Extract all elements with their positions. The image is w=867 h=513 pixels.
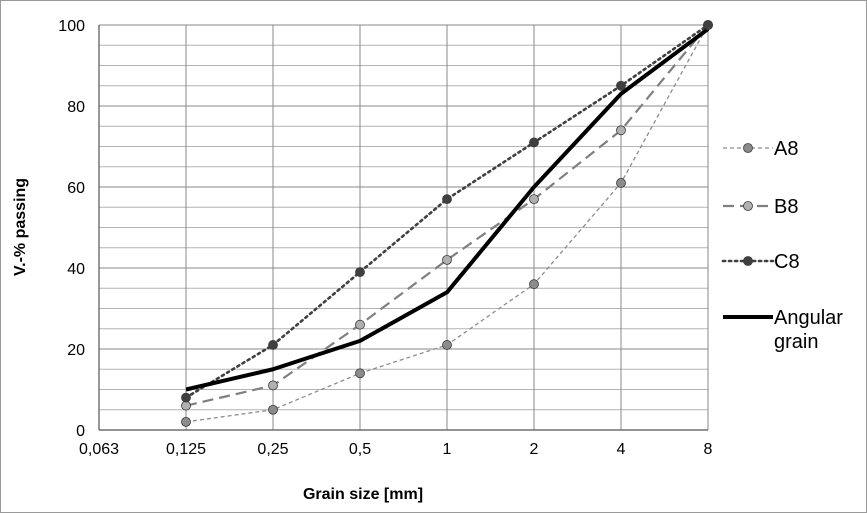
y-tick-label: 40 [67,261,85,278]
minor-gridlines [99,44,708,411]
y-tick-label: 0 [76,423,85,440]
legend-item-a8: A8 [723,138,798,160]
x-tick-label: 0,25 [257,441,288,458]
x-tick-label: 0,063 [79,441,119,458]
legend-label-a8: A8 [774,138,798,160]
data-point-c8 [703,20,713,30]
data-point-b8 [616,125,626,136]
x-tick-label: 0,5 [349,441,371,458]
data-point-c8 [181,392,191,403]
x-tick-labels: 0,063 0,125 0,25 0,5 1 2 4 8 [79,441,713,458]
data-point-a8 [442,340,452,350]
data-point-c8 [529,137,539,148]
x-tick-label: 8 [704,441,713,458]
x-tick-label: 4 [617,441,626,458]
legend-label-c8: C8 [774,251,800,273]
y-tick-label: 100 [58,18,85,35]
data-point-b8 [181,400,191,411]
data-point-b8 [355,319,365,330]
legend-marker-a8 [743,143,753,153]
legend: A8 B8 C8 Angular grain [721,138,843,353]
data-point-a8 [355,368,365,379]
data-point-b8 [529,194,539,205]
data-point-a8 [529,279,539,290]
y-tick-label: 20 [67,342,85,359]
y-tick-label: 60 [67,180,85,197]
data-point-c8 [268,340,278,350]
data-point-a8 [268,404,278,415]
legend-marker-c8 [743,256,753,266]
x-tick-label: 1 [443,441,452,458]
x-axis-title: Grain size [mm] [303,486,423,503]
plot-frame [98,25,708,431]
y-tick-labels: 0 20 40 60 80 100 [58,18,85,440]
data-point-c8 [616,80,626,91]
y-axis-title: V.-% passing [12,178,29,276]
x-tick-label: 0,125 [166,441,206,458]
data-point-a8 [616,178,626,188]
data-point-c8 [442,194,452,205]
legend-item-c8: C8 [721,251,800,273]
series-line-angular-grain [185,27,710,392]
series-layer [181,20,713,427]
legend-label-angular-grain: Angular grain [774,307,843,353]
data-point-c8 [355,267,365,277]
y-tick-label: 80 [67,99,85,116]
x-tick-label: 2 [530,441,539,458]
data-point-b8 [442,254,452,265]
data-point-a8 [181,416,191,427]
legend-item-angular-grain: Angular grain [723,307,843,353]
legend-marker-b8 [743,201,753,211]
legend-item-b8: B8 [723,196,798,218]
data-point-b8 [268,380,278,391]
legend-label-b8: B8 [774,196,798,218]
